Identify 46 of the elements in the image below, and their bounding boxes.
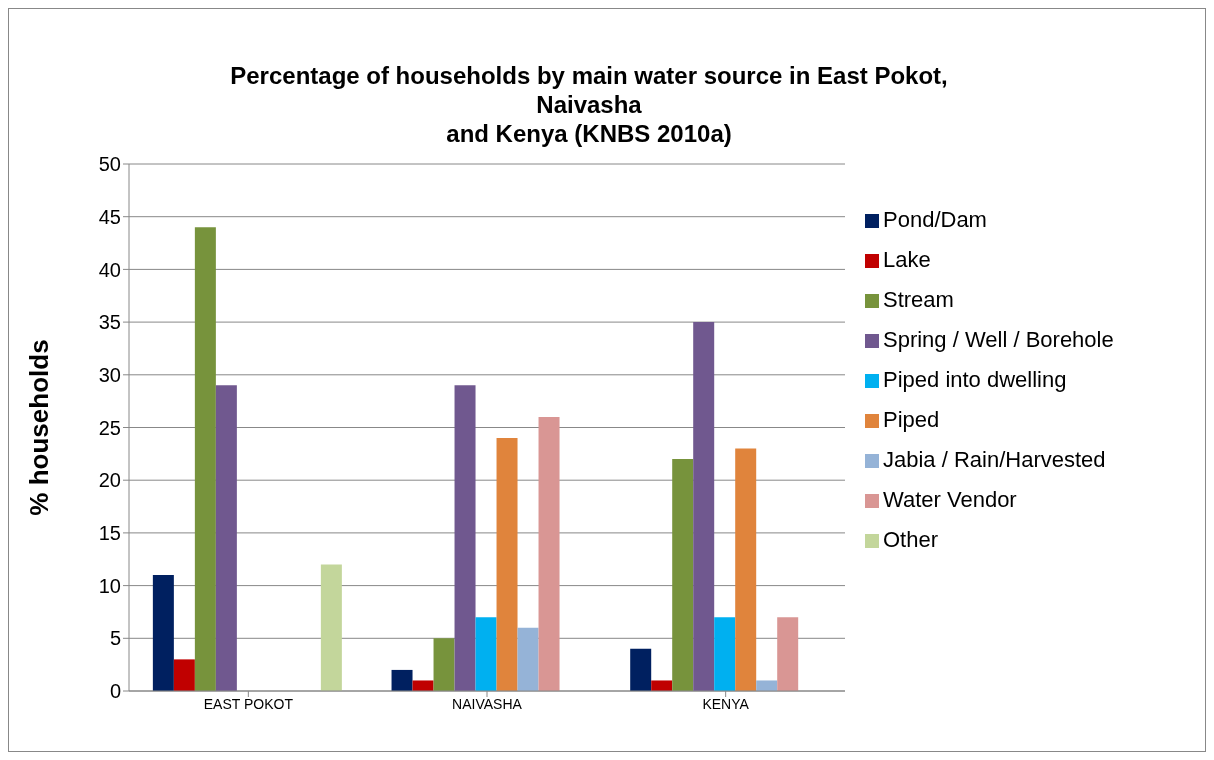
x-tick-label: NAIVASHA <box>452 695 523 712</box>
x-tick-label: EAST POKOT <box>203 695 294 712</box>
bar <box>672 459 694 691</box>
y-tick-label: 25 <box>98 416 121 439</box>
legend-label: Lake <box>883 247 931 272</box>
y-tick-label: 15 <box>98 522 121 544</box>
legend-label: Stream <box>883 287 954 312</box>
chart-title: Percentage of households by main water source in East Pokot, Naivasha and Kenya (KNBS 2010a) <box>229 61 949 148</box>
bar <box>538 416 560 691</box>
bar <box>433 638 455 691</box>
bar <box>454 385 476 691</box>
bar <box>152 575 174 691</box>
legend-label: Pond/Dam <box>883 207 987 232</box>
y-tick-label: 0 <box>109 680 121 703</box>
y-tick-label: 50 <box>98 153 121 176</box>
bar <box>194 227 216 691</box>
bar <box>215 385 237 691</box>
legend-label: Piped into dwelling <box>883 367 1067 392</box>
bar <box>320 564 342 691</box>
y-tick-label: 20 <box>98 469 121 492</box>
y-tick-label: 45 <box>98 205 121 228</box>
bar <box>756 680 778 691</box>
bar <box>714 617 736 691</box>
legend-label: Piped <box>883 407 940 432</box>
y-axis-title: % households <box>24 339 55 516</box>
y-tick-label: 10 <box>98 574 121 597</box>
bar <box>391 669 413 691</box>
legend-label: Spring / Well / Borehole <box>883 327 1114 352</box>
y-tick-label: 35 <box>98 311 121 334</box>
legend-label: Water Vendor <box>883 487 1017 512</box>
y-tick-label: 5 <box>109 627 121 650</box>
bar <box>173 659 195 691</box>
bar <box>517 627 539 691</box>
x-tick-label: KENYA <box>702 695 750 712</box>
bar <box>693 322 715 691</box>
bar <box>630 648 652 691</box>
bar <box>496 438 518 691</box>
bar <box>651 680 673 691</box>
legend-label: Other <box>883 527 939 552</box>
legend-label: Jabia / Rain/Harvested <box>883 447 1106 472</box>
y-tick-label: 30 <box>98 363 121 386</box>
bar <box>475 617 497 691</box>
bar <box>412 680 434 691</box>
y-tick-label: 40 <box>98 258 121 281</box>
bar <box>735 448 757 691</box>
bar <box>777 617 799 691</box>
